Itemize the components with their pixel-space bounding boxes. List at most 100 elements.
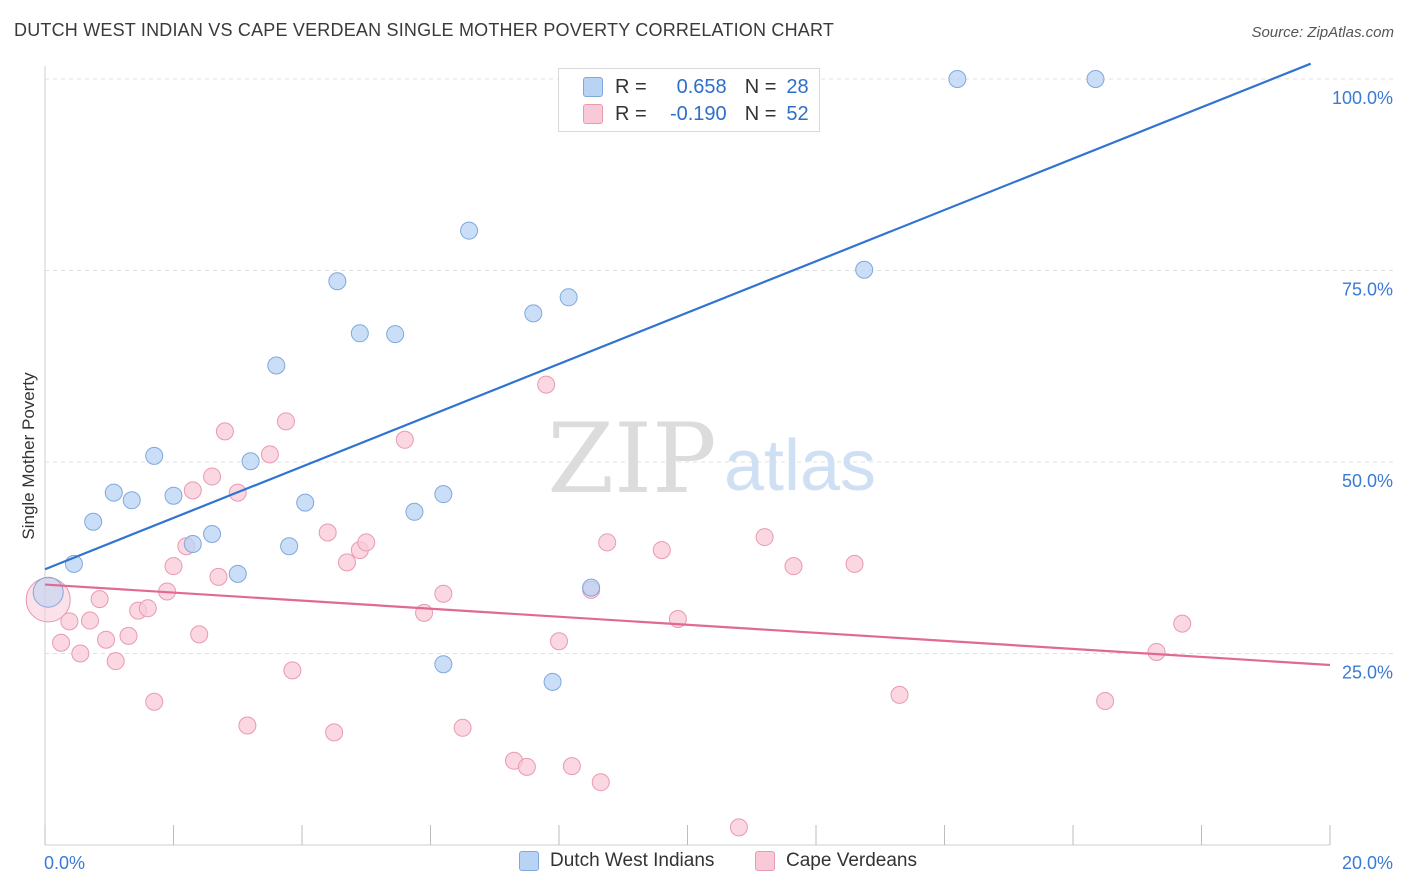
- pink-point: [517, 757, 536, 776]
- y-tick-label: 25.0%: [1342, 663, 1393, 683]
- y-axis-label: Single Mother Poverty: [19, 372, 38, 540]
- blue-point: [84, 512, 103, 531]
- pink-point: [1147, 642, 1166, 661]
- blue-point: [582, 578, 601, 597]
- blue-point: [1086, 70, 1105, 88]
- pink-point: [283, 661, 302, 680]
- pink-point: [318, 523, 337, 542]
- blue-trendline: [44, 62, 1312, 571]
- pink-point: [106, 652, 125, 671]
- pink-point: [71, 644, 90, 663]
- blue-point: [460, 221, 479, 240]
- pink-point: [357, 533, 376, 552]
- pink-point: [537, 375, 556, 394]
- pink-point: [395, 430, 414, 449]
- blue-swatch: [583, 77, 603, 97]
- pink-swatch: [755, 851, 775, 871]
- blue-point: [32, 576, 64, 608]
- pink-swatch: [583, 104, 603, 124]
- legend-row-blue: R = 0.658 N = 28: [583, 74, 809, 100]
- pink-point: [325, 723, 344, 742]
- blue-point: [164, 486, 183, 505]
- watermark-zip: ZIP: [547, 403, 716, 515]
- blue-swatch: [519, 851, 539, 871]
- pink-point: [845, 554, 864, 573]
- pink-point: [652, 541, 671, 560]
- r-value-blue: 0.658: [676, 75, 727, 98]
- pink-point: [784, 557, 803, 576]
- pink-point: [890, 685, 909, 704]
- pink-point: [138, 599, 157, 618]
- blue-point: [405, 502, 424, 521]
- pink-trendline: [44, 583, 1331, 667]
- stats-legend: R = 0.658 N = 28 R = -0.190 N = 52: [558, 68, 820, 132]
- blue-point: [228, 564, 247, 583]
- pink-point: [260, 445, 279, 464]
- blue-point: [241, 452, 260, 471]
- legend-item-dutch-west-indians: Dutch West Indians: [519, 850, 714, 872]
- blue-point: [559, 288, 578, 307]
- chart-title: DUTCH WEST INDIAN VS CAPE VERDEAN SINGLE…: [14, 20, 835, 40]
- legend-item-cape-verdeans: Cape Verdeans: [755, 850, 917, 872]
- r-value-pink: -0.190: [669, 102, 727, 125]
- pink-point: [1096, 691, 1115, 710]
- blue-point: [386, 325, 405, 344]
- pink-point: [183, 481, 202, 500]
- blue-point: [855, 260, 874, 279]
- legend-label-dutch-west-indians: Dutch West Indians: [550, 850, 715, 871]
- blue-point: [267, 356, 286, 375]
- pink-point: [453, 718, 472, 737]
- pink-point: [591, 773, 610, 792]
- blue-point: [145, 446, 164, 465]
- pink-point: [562, 757, 581, 776]
- pink-point: [598, 533, 617, 552]
- blue-point: [104, 483, 123, 502]
- blue-point: [203, 525, 222, 544]
- pink-point: [337, 553, 356, 572]
- watermark-atlas: atlas: [724, 426, 876, 506]
- pink-point: [755, 528, 774, 547]
- pink-point: [550, 632, 568, 651]
- blue-point: [434, 485, 453, 504]
- pink-point: [276, 412, 295, 431]
- x-tick-label-min: 0.0%: [44, 853, 85, 873]
- r-label: R =: [615, 75, 647, 98]
- n-label: N =: [744, 102, 777, 125]
- pink-point: [238, 716, 257, 735]
- y-tick-label: 75.0%: [1342, 280, 1393, 300]
- pink-point: [215, 422, 234, 441]
- pink-point: [209, 567, 228, 586]
- pink-point: [80, 611, 99, 630]
- pink-point: [164, 557, 183, 576]
- blue-point: [183, 534, 202, 553]
- pink-point: [190, 625, 209, 644]
- y-tick-label: 100.0%: [1332, 88, 1393, 108]
- pink-point: [52, 633, 71, 652]
- pink-point: [1173, 614, 1192, 633]
- source-credit: Source: ZipAtlas.com: [1251, 24, 1394, 41]
- pink-point: [434, 584, 453, 603]
- legend-row-pink: R = -0.190 N = 52: [583, 101, 809, 127]
- blue-point: [434, 655, 453, 674]
- blue-point: [122, 491, 141, 510]
- blue-point: [328, 272, 347, 291]
- legend-label-cape-verdeans: Cape Verdeans: [786, 850, 917, 871]
- r-label: R =: [615, 102, 647, 125]
- blue-point: [280, 537, 299, 556]
- pink-point: [119, 626, 138, 645]
- y-tick-label: 50.0%: [1342, 471, 1393, 491]
- pink-point: [203, 467, 222, 486]
- blue-point: [524, 304, 543, 323]
- x-tick-label-max: 20.0%: [1342, 853, 1393, 873]
- blue-point: [350, 324, 369, 343]
- pink-point: [60, 612, 79, 631]
- blue-point: [296, 493, 315, 512]
- pink-point: [729, 818, 748, 837]
- blue-point: [543, 672, 562, 691]
- n-value-pink: 52: [786, 102, 809, 125]
- pink-point: [145, 692, 164, 711]
- pink-point: [90, 590, 109, 609]
- blue-point: [948, 70, 967, 88]
- pink-point: [97, 630, 116, 649]
